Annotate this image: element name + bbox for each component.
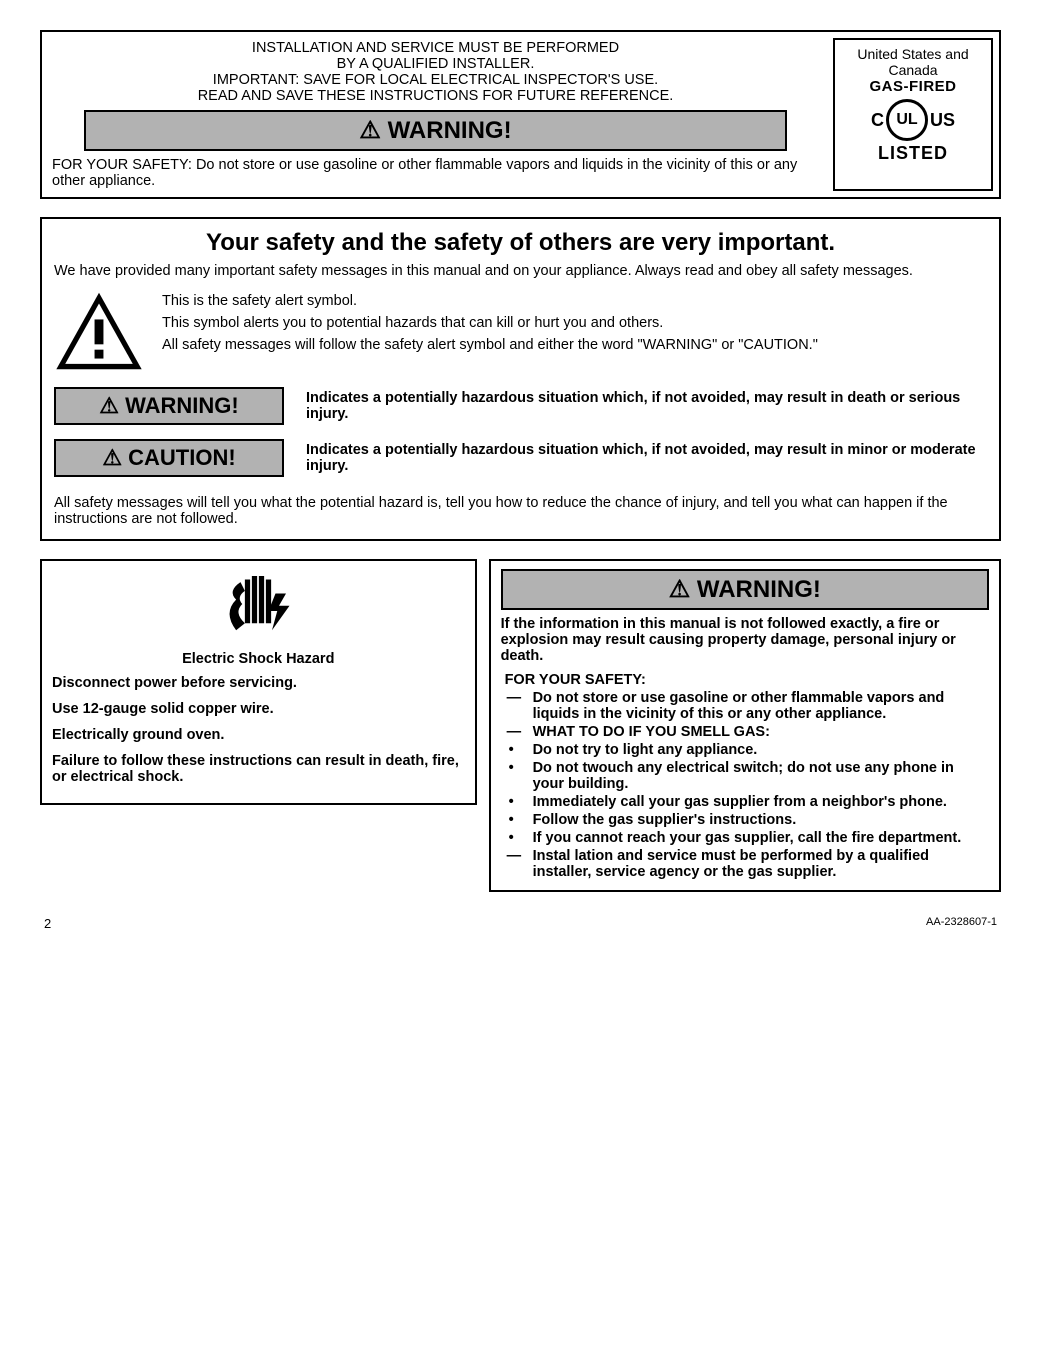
caution-def-row: ⚠ CAUTION! Indicates a potentially hazar… (48, 435, 993, 481)
doc-id: AA-2328607-1 (926, 916, 997, 931)
certification-box: United States and Canada GAS-FIRED C UL … (833, 38, 993, 191)
caution-pill: ⚠ CAUTION! (54, 439, 284, 477)
ul-logo-icon: UL (886, 99, 928, 141)
gas-b4: Follow the gas supplier's instructions. (507, 812, 989, 828)
gas-d1: Do not store or use gasoline or other fl… (507, 690, 989, 722)
eshock-l4: Failure to follow these instructions can… (52, 753, 465, 785)
eshock-l3: Electrically ground oven. (52, 727, 465, 743)
gas-dash-list-1: Do not store or use gasoline or other fl… (501, 690, 989, 740)
gas-intro: If the information in this manual is not… (501, 610, 989, 664)
shock-icon-wrap (52, 569, 465, 643)
warning-bar-gas: ⚠ WARNING! (501, 569, 989, 610)
eshock-title: Electric Shock Hazard (52, 651, 465, 667)
cert-c: C (871, 110, 884, 131)
gas-b5: If you cannot reach your gas supplier, c… (507, 830, 989, 846)
warning-definition: Indicates a potentially hazardous situat… (306, 390, 987, 422)
header-left: INSTALLATION AND SERVICE MUST BE PERFORM… (48, 38, 823, 191)
gas-dot-list: Do not try to light any appliance. Do no… (501, 742, 989, 846)
safety-box: Your safety and the safety of others are… (40, 217, 1001, 541)
two-column-row: Electric Shock Hazard Disconnect power b… (40, 559, 1001, 892)
alert-line1: This is the safety alert symbol. (162, 293, 818, 309)
header-text: INSTALLATION AND SERVICE MUST BE PERFORM… (48, 38, 823, 110)
alert-lines: This is the safety alert symbol. This sy… (162, 291, 818, 359)
electric-shock-icon (213, 569, 303, 639)
header-line4: READ AND SAVE THESE INSTRUCTIONS FOR FUT… (198, 88, 674, 104)
cert-region: United States and Canada (839, 46, 987, 78)
header-line2: BY A QUALIFIED INSTALLER. (337, 56, 535, 72)
gas-warning-label: ⚠ WARNING! (669, 576, 821, 603)
caution-label-sm: ⚠ CAUTION! (102, 445, 235, 470)
alert-line3: All safety messages will follow the safe… (162, 337, 818, 353)
warning-label: ⚠ WARNING! (359, 117, 511, 144)
header-line1: INSTALLATION AND SERVICE MUST BE PERFORM… (252, 40, 619, 56)
header-line3: IMPORTANT: SAVE FOR LOCAL ELECTRICAL INS… (213, 72, 658, 88)
safety-title: Your safety and the safety of others are… (48, 225, 993, 263)
eshock-l1: Disconnect power before servicing. (52, 675, 465, 691)
electric-shock-box: Electric Shock Hazard Disconnect power b… (40, 559, 477, 805)
safety-intro: We have provided many important safety m… (48, 263, 993, 285)
eshock-lines: Disconnect power before servicing. Use 1… (52, 675, 465, 785)
alert-symbol-row: This is the safety alert symbol. This sy… (48, 285, 993, 377)
gas-d2: WHAT TO DO IF YOU SMELL GAS: (507, 724, 989, 740)
gas-b3: Immediately call your gas supplier from … (507, 794, 989, 810)
page-footer: 2 AA-2328607-1 (40, 892, 1001, 931)
cert-listed: LISTED (839, 143, 987, 164)
header-box: INSTALLATION AND SERVICE MUST BE PERFORM… (40, 30, 1001, 199)
cert-us: US (930, 110, 955, 131)
warning-label-sm: ⚠ WARNING! (99, 393, 239, 418)
gas-dash-list-2: Instal lation and service must be perfor… (501, 848, 989, 880)
warning-pill: ⚠ WARNING! (54, 387, 284, 425)
alert-triangle-icon (54, 291, 144, 371)
for-your-safety: FOR YOUR SAFETY: (501, 664, 989, 688)
page-number: 2 (44, 916, 51, 931)
ul-mark: C UL US (839, 99, 987, 141)
cert-gas-fired: GAS-FIRED (839, 78, 987, 95)
gas-b1: Do not try to light any appliance. (507, 742, 989, 758)
eshock-l2: Use 12-gauge solid copper wire. (52, 701, 465, 717)
safety-note: FOR YOUR SAFETY: Do not store or use gas… (48, 151, 823, 191)
warning-bar-top: ⚠ WARNING! (84, 110, 787, 151)
safety-tail: All safety messages will tell you what t… (48, 481, 993, 533)
gas-b2: Do not twouch any electrical switch; do … (507, 760, 989, 792)
gas-warning-box: ⚠ WARNING! If the information in this ma… (489, 559, 1001, 892)
alert-line2: This symbol alerts you to potential haza… (162, 315, 818, 331)
cert-ul: UL (896, 112, 917, 128)
warning-def-row: ⚠ WARNING! Indicates a potentially hazar… (48, 383, 993, 429)
gas-d3: Instal lation and service must be perfor… (507, 848, 989, 880)
caution-definition: Indicates a potentially hazardous situat… (306, 442, 987, 474)
